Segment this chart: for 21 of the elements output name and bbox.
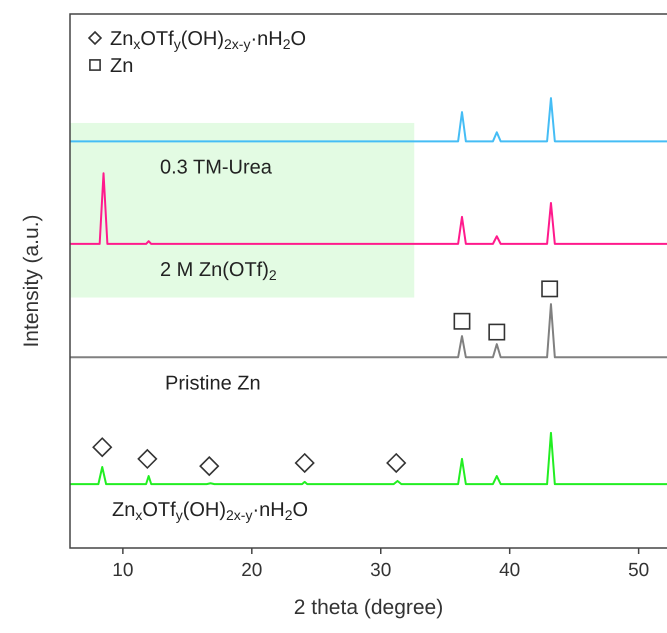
x-tick-label: 10 [112,560,134,581]
legend-label: Zn [110,55,134,77]
x-tick-label: 50 [628,560,650,581]
series-label: 0.3 TM-Urea [160,156,273,178]
text: Zn$_{x}$OTf$_{y}$(OH)$_{2x-y}$·nH$_{2}$O [112,499,308,524]
series-label: 2 M Zn(OTf)$_{2}$ [160,258,277,284]
point [294,453,314,473]
point [454,312,470,330]
y-axis-title: Intensity (a.u.) [20,214,43,348]
text: Zn$_{x}$OTf$_{y}$(OH)$_{2x-y}$·nH$_{2}$O [110,28,306,52]
point [386,453,406,473]
x-axis-title: 2 theta (degree) [294,596,444,619]
point [199,456,220,476]
series-label: Pristine Zn [165,372,261,394]
point [541,280,558,298]
x-tick-label: 40 [499,560,520,581]
x-tick-label: 30 [370,560,392,581]
x-tick-label: 20 [241,560,262,581]
point [92,437,112,458]
point [488,324,506,341]
point [138,449,158,469]
